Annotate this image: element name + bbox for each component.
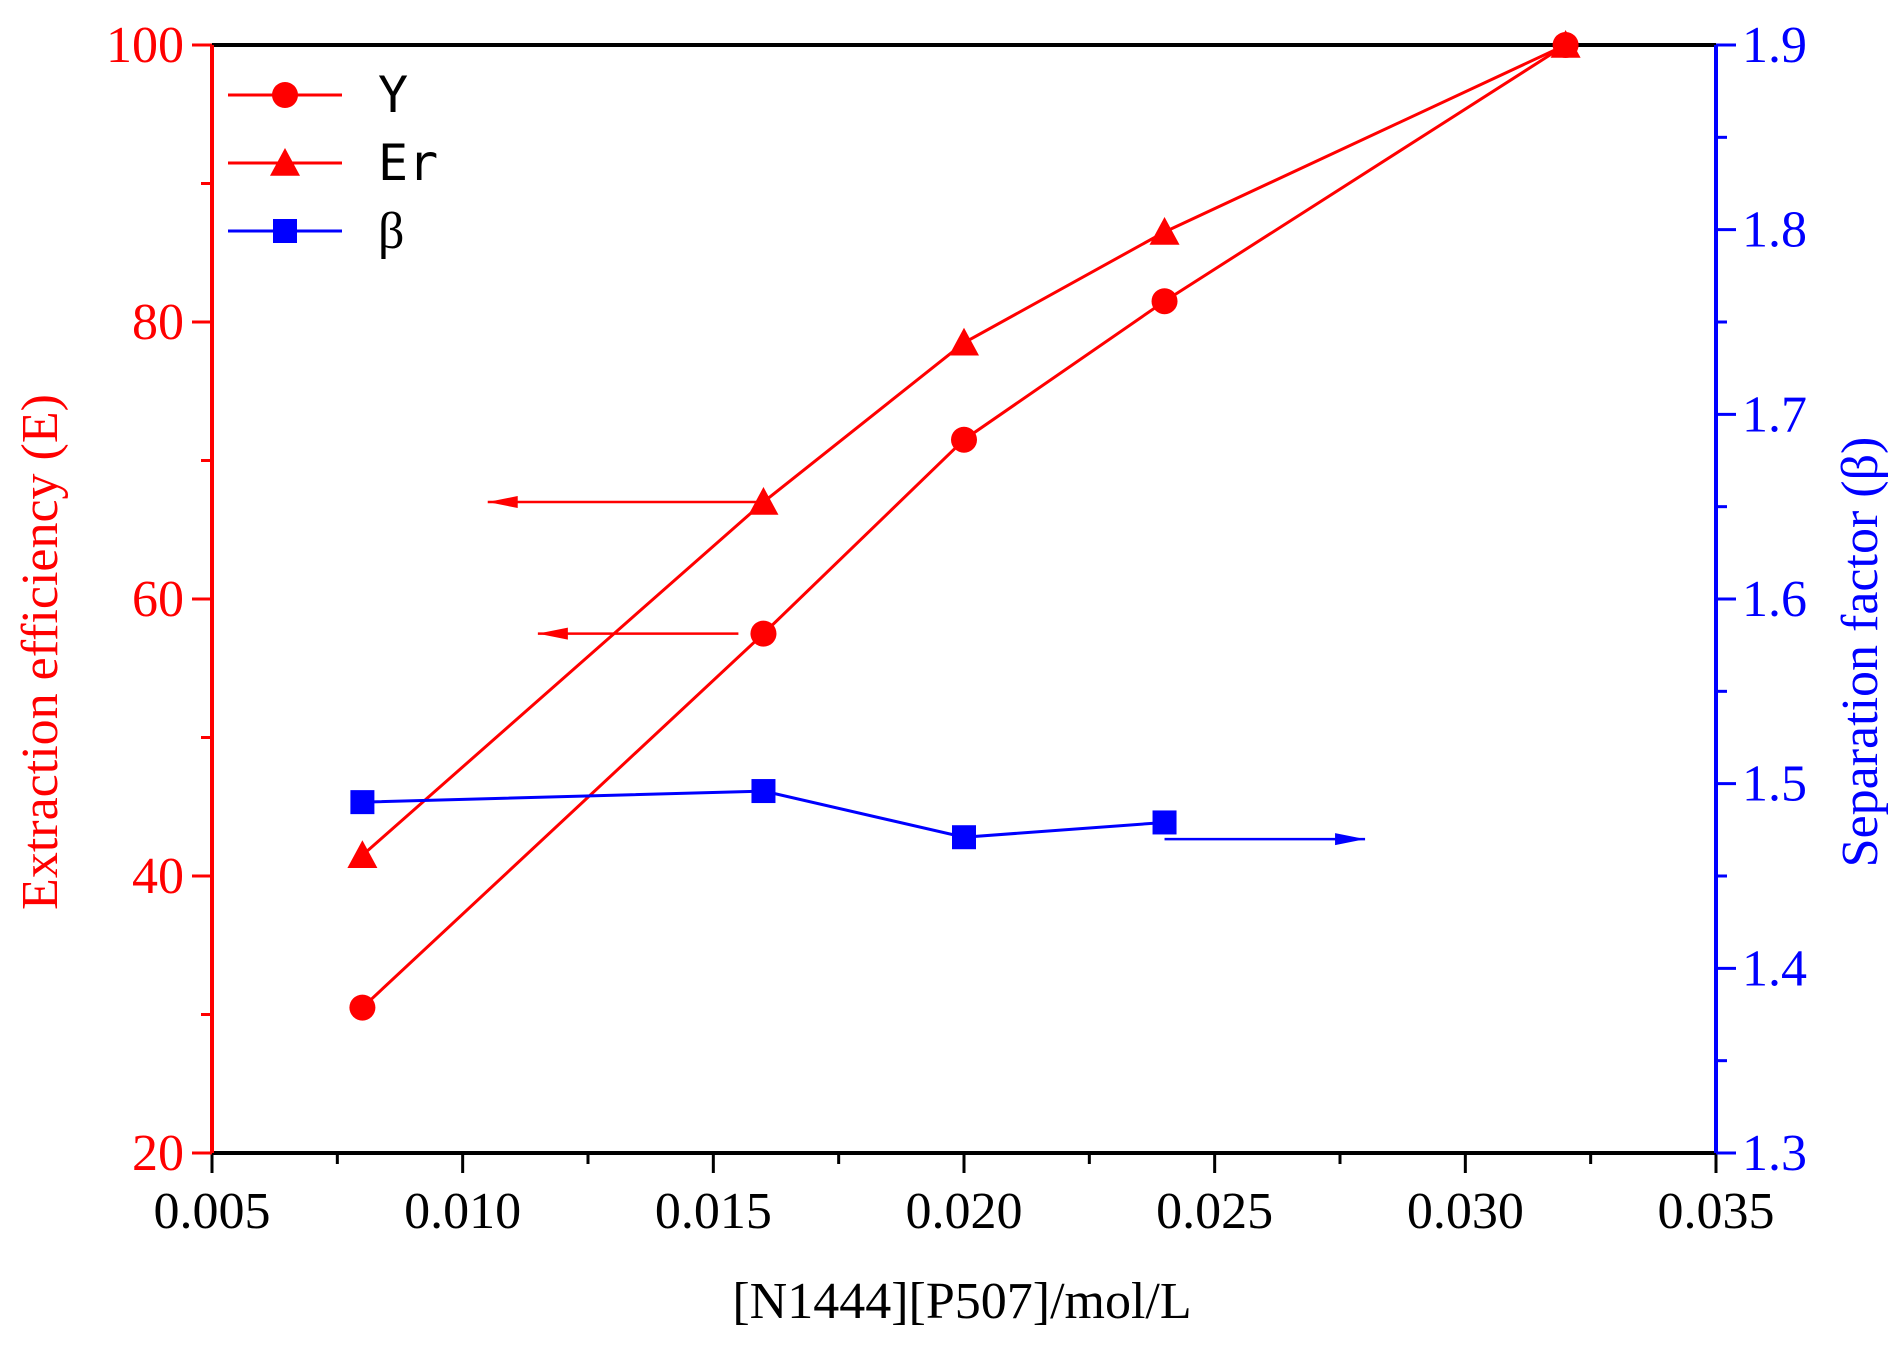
x-tick-label: 0.015 bbox=[655, 1183, 772, 1240]
series-1 bbox=[349, 32, 1579, 1021]
data-point bbox=[1149, 216, 1180, 245]
data-point bbox=[751, 779, 776, 804]
y-left-tick-label: 20 bbox=[132, 1125, 184, 1182]
y-right-tick-label: 1.5 bbox=[1742, 756, 1807, 813]
x-tick-label: 0.025 bbox=[1156, 1183, 1273, 1240]
arrow-head bbox=[487, 496, 518, 509]
y-left-tick-label: 80 bbox=[132, 294, 184, 351]
data-point bbox=[750, 620, 777, 647]
y-right-tick-label: 1.8 bbox=[1742, 202, 1807, 259]
data-point bbox=[1151, 288, 1178, 315]
series-layer bbox=[347, 30, 1581, 1021]
legend-marker bbox=[273, 219, 297, 243]
legend: Y Er β bbox=[228, 66, 438, 260]
legend-marker bbox=[270, 148, 300, 176]
x-axis-title: [N1444][P507]/mol/L bbox=[732, 1273, 1191, 1330]
arrow-head bbox=[537, 627, 568, 640]
arrow-head bbox=[1335, 833, 1366, 846]
legend-label: β bbox=[378, 203, 404, 260]
data-point bbox=[347, 840, 378, 868]
series-2 bbox=[347, 30, 1581, 868]
data-point bbox=[951, 426, 977, 453]
y-right-tick-label: 1.9 bbox=[1742, 17, 1807, 74]
x-tick-label: 0.010 bbox=[404, 1183, 521, 1240]
x-tick-label: 0.035 bbox=[1658, 1183, 1775, 1240]
arrow-annotation bbox=[487, 496, 764, 509]
legend-entry-1: Y bbox=[228, 66, 408, 124]
legend-label: Y bbox=[378, 66, 408, 124]
data-point bbox=[949, 327, 979, 356]
y-axis-left-title: Extraction efficiency (E) bbox=[12, 394, 69, 910]
data-point bbox=[952, 825, 976, 850]
y-right-tick-label: 1.3 bbox=[1742, 1125, 1807, 1182]
data-point bbox=[1550, 30, 1581, 58]
series-line bbox=[362, 789, 1165, 839]
x-tick-label: 0.020 bbox=[906, 1183, 1023, 1240]
arrow-annotation bbox=[1164, 833, 1366, 846]
series-line bbox=[361, 43, 1567, 1009]
x-tick-label: 0.030 bbox=[1407, 1183, 1524, 1240]
y-left-tick-label: 100 bbox=[106, 17, 184, 74]
y-right-tick-label: 1.6 bbox=[1742, 571, 1807, 628]
data-point bbox=[350, 790, 375, 815]
data-point bbox=[1152, 810, 1177, 835]
legend-label: Er bbox=[378, 134, 438, 192]
legend-marker bbox=[272, 82, 298, 108]
y-left-tick-label: 60 bbox=[132, 571, 184, 628]
axes-layer: 0.005 0.010 0.015 0.020 0.025 0.030 0.035 20 40 6… bbox=[106, 17, 1807, 1240]
x-tick-label: 0.005 bbox=[154, 1183, 271, 1240]
arrow-annotation bbox=[537, 627, 739, 640]
legend-entry-2: Er bbox=[228, 134, 438, 192]
y-axis-right-title: Separation factor (β) bbox=[1832, 437, 1889, 868]
y-right-tick-label: 1.7 bbox=[1742, 386, 1807, 443]
y-right-tick-label: 1.4 bbox=[1742, 940, 1807, 997]
series-3 bbox=[350, 779, 1177, 850]
y-left-tick-label: 40 bbox=[132, 848, 184, 905]
legend-entry-3: β bbox=[228, 203, 404, 260]
data-point bbox=[349, 994, 376, 1021]
